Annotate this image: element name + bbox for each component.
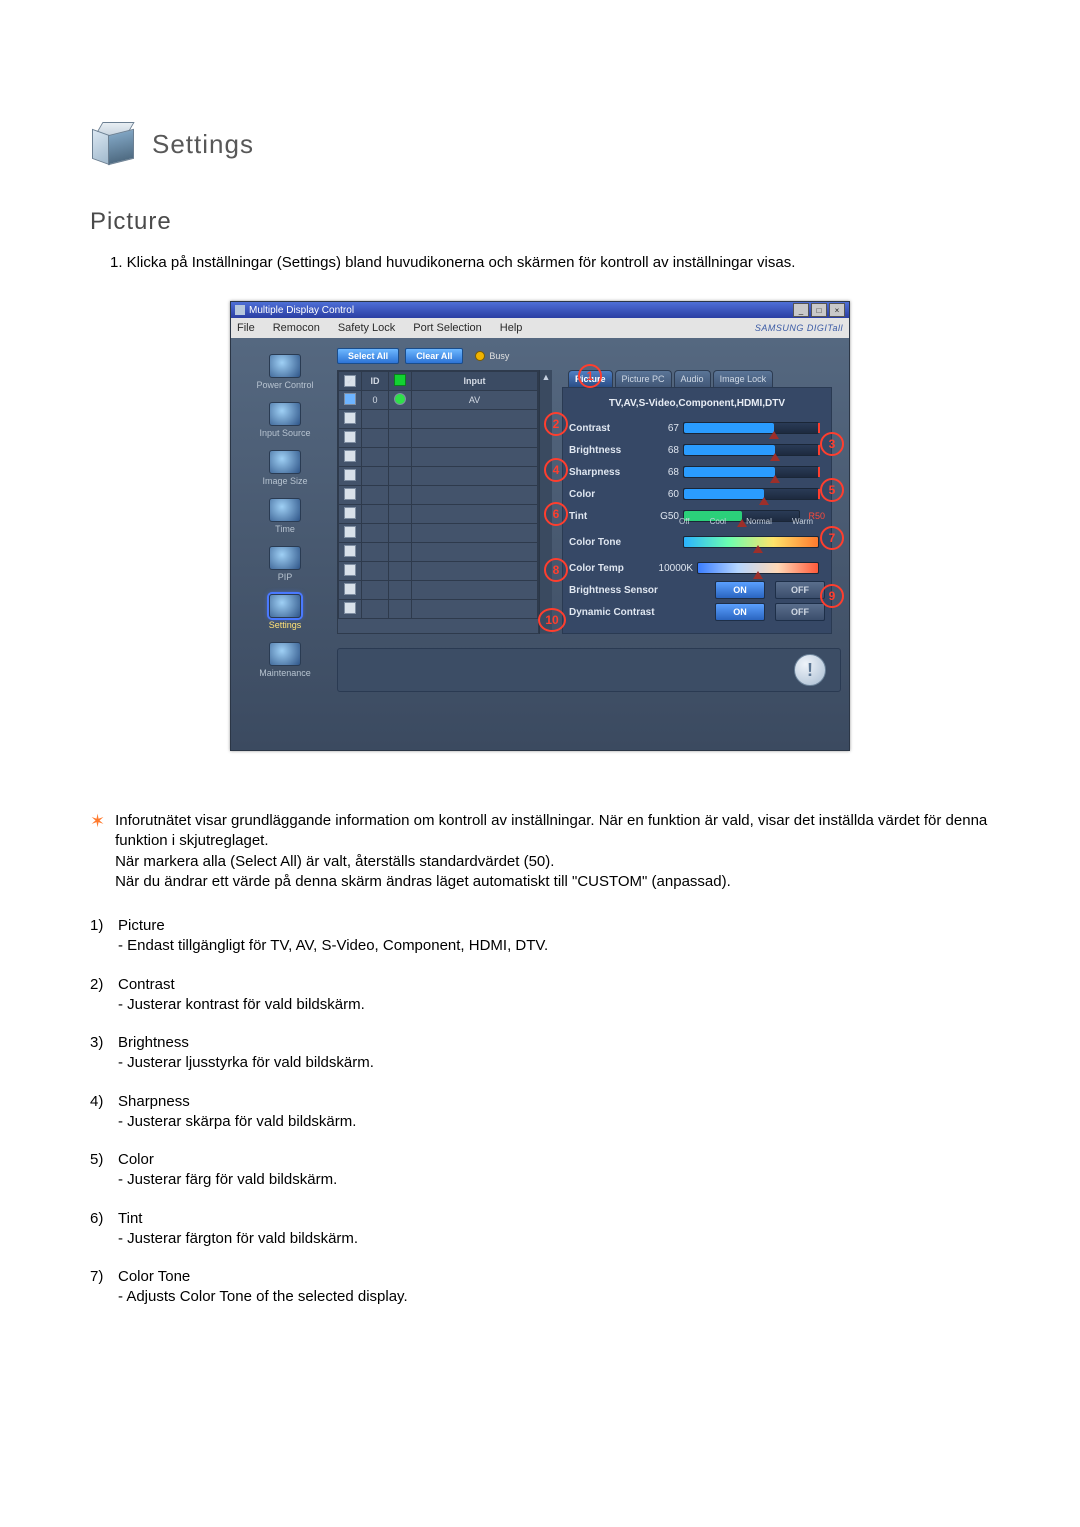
color-tone-labels: Off Cool Normal Warm xyxy=(679,517,813,526)
slider-color-temp[interactable] xyxy=(697,562,819,574)
panel-subheader: TV,AV,S-Video,Component,HDMI,DTV xyxy=(569,394,825,417)
row-brightness-sensor: Brightness Sensor ON OFF xyxy=(569,579,825,601)
callout-10: 10 xyxy=(538,608,566,632)
brand-label: SAMSUNG DIGITall xyxy=(755,323,843,333)
sidebar-item-image-size[interactable]: Image Size xyxy=(262,450,307,486)
busy-indicator: Busy xyxy=(475,351,509,361)
row-color-tone: Color Tone Off Cool Normal Warm xyxy=(569,527,825,557)
app-icon xyxy=(235,305,245,315)
grid-scrollbar[interactable]: ▲ xyxy=(539,370,552,634)
maintenance-icon xyxy=(269,642,301,666)
info-button[interactable]: ! xyxy=(794,654,826,686)
table-row xyxy=(339,505,538,524)
maximize-button[interactable]: □ xyxy=(811,303,827,317)
sidebar-item-maintenance[interactable]: Maintenance xyxy=(259,642,311,678)
menu-remocon[interactable]: Remocon xyxy=(273,322,320,334)
pip-icon xyxy=(269,546,301,570)
callout-1: 1 xyxy=(578,364,602,388)
row-dynamic-contrast: Dynamic Contrast ON OFF xyxy=(569,601,825,623)
callout-6: 6 xyxy=(544,502,568,526)
table-row xyxy=(339,600,538,619)
table-row xyxy=(339,581,538,600)
settings-side-icon xyxy=(269,594,301,618)
callout-8: 8 xyxy=(544,558,568,582)
minimize-button[interactable]: _ xyxy=(793,303,809,317)
app-window: Multiple Display Control _ □ × File Remo… xyxy=(230,301,850,751)
menu-file[interactable]: File xyxy=(237,322,255,334)
close-button[interactable]: × xyxy=(829,303,845,317)
callout-2: 2 xyxy=(544,412,568,436)
slider-brightness[interactable] xyxy=(683,444,819,456)
row-contrast: Contrast 67 xyxy=(569,417,825,439)
table-row xyxy=(339,429,538,448)
dynamic-contrast-on[interactable]: ON xyxy=(715,603,765,621)
slider-color-tone[interactable] xyxy=(683,536,819,548)
slider-contrast[interactable] xyxy=(683,422,819,434)
settings-cube-icon xyxy=(90,120,138,168)
sidebar-item-power-control[interactable]: Power Control xyxy=(256,354,313,390)
sidebar-item-input-source[interactable]: Input Source xyxy=(259,402,310,438)
table-row[interactable]: 0 AV xyxy=(339,391,538,410)
table-row xyxy=(339,467,538,486)
time-icon xyxy=(269,498,301,522)
header-checkbox[interactable]: ✓ xyxy=(344,375,356,387)
menu-port-selection[interactable]: Port Selection xyxy=(413,322,481,334)
row-sharpness: Sharpness 68 xyxy=(569,461,825,483)
col-input: Input xyxy=(412,372,538,391)
display-grid: ✓ ID Input 0 AV xyxy=(337,370,539,634)
table-row xyxy=(339,486,538,505)
dynamic-contrast-off[interactable]: OFF xyxy=(775,603,825,621)
busy-dot-icon xyxy=(475,351,485,361)
col-id: ID xyxy=(362,372,389,391)
menu-help[interactable]: Help xyxy=(500,322,523,334)
titlebar: Multiple Display Control _ □ × xyxy=(231,302,849,318)
sidebar-item-settings[interactable]: Settings xyxy=(269,594,302,630)
callout-9: 9 xyxy=(820,584,844,608)
tab-image-lock[interactable]: Image Lock xyxy=(713,370,774,387)
table-row xyxy=(339,543,538,562)
row-color-temp: Color Temp 10000K xyxy=(569,557,825,579)
brightness-sensor-on[interactable]: ON xyxy=(715,581,765,599)
row-brightness: Brightness 68 xyxy=(569,439,825,461)
star-icon: ✶ xyxy=(90,811,105,892)
intro-text: 1. Klicka på Inställningar (Settings) bl… xyxy=(110,254,990,271)
sidebar: Power Control Input Source Image Size Ti… xyxy=(239,348,331,738)
window-title: Multiple Display Control xyxy=(249,305,354,316)
input-icon xyxy=(269,402,301,426)
status-bar: ! xyxy=(337,648,841,692)
sidebar-item-time[interactable]: Time xyxy=(269,498,301,534)
callout-7: 7 xyxy=(820,526,844,550)
page-title: Settings xyxy=(152,129,254,160)
table-row xyxy=(339,524,538,543)
slider-sharpness[interactable] xyxy=(683,466,819,478)
settings-panel: Picture Picture PC Audio Image Lock TV,A… xyxy=(562,370,832,634)
section-title: Picture xyxy=(90,208,990,236)
row-checkbox[interactable] xyxy=(344,393,356,405)
slider-color[interactable] xyxy=(683,488,819,500)
power-icon xyxy=(269,354,301,378)
table-row xyxy=(339,562,538,581)
row-color: Color 60 xyxy=(569,483,825,505)
note-text: Inforutnätet visar grundläggande informa… xyxy=(115,811,990,892)
callout-4: 4 xyxy=(544,458,568,482)
menu-safety-lock[interactable]: Safety Lock xyxy=(338,322,395,334)
select-all-button[interactable]: Select All xyxy=(337,348,399,364)
callout-3: 3 xyxy=(820,432,844,456)
tab-audio[interactable]: Audio xyxy=(674,370,711,387)
header-status-icon xyxy=(394,374,406,386)
table-row xyxy=(339,448,538,467)
sidebar-item-pip[interactable]: PIP xyxy=(269,546,301,582)
clear-all-button[interactable]: Clear All xyxy=(405,348,463,364)
imagesize-icon xyxy=(269,450,301,474)
menubar: File Remocon Safety Lock Port Selection … xyxy=(231,318,849,338)
numbered-list: 1)Picture- Endast tillgängligt för TV, A… xyxy=(90,916,990,1308)
callout-5: 5 xyxy=(820,478,844,502)
brightness-sensor-off[interactable]: OFF xyxy=(775,581,825,599)
row-status-icon xyxy=(394,393,406,405)
table-row xyxy=(339,410,538,429)
tab-picture-pc[interactable]: Picture PC xyxy=(615,370,672,387)
